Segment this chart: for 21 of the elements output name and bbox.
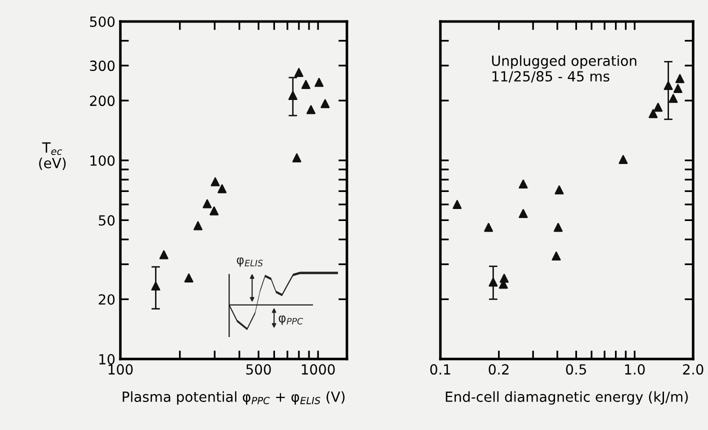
y-tick-label: 50 (98, 215, 115, 226)
x-axis-title: Plasma potential φ$_{PPC}$ + φ$_{ELIS}$ (V) (122, 391, 345, 405)
x-tick-label: 0.2 (488, 364, 509, 375)
y-tick-label: 300 (90, 60, 115, 72)
x-tick-label: 1.0 (625, 364, 645, 375)
annotation: Unplugged operation 11/25/85 - 45 ms (492, 55, 636, 83)
x-tick-label: 500 (246, 364, 271, 375)
x-tick-label: 0.5 (566, 364, 586, 375)
y-tick-label: 500 (90, 16, 115, 27)
y-tick-label: 20 (98, 294, 115, 305)
x-tick-label: 1000 (302, 364, 335, 375)
x-tick-label: 100 (108, 364, 133, 375)
x-tick-label: 2.0 (683, 364, 704, 375)
y-axis-title: T$_{ec}$ (eV) (39, 142, 66, 170)
annotation: φ$_{PPC}$ (278, 315, 304, 325)
annotation: φ$_{ELIS}$ (236, 257, 263, 267)
x-axis-title: End-cell diamagnetic energy (kJ/m) (446, 391, 688, 405)
y-tick-label: 100 (90, 155, 115, 166)
x-tick-label: 0.1 (430, 364, 450, 375)
y-tick-label: 200 (90, 96, 115, 106)
y-tick-label: 10 (99, 354, 115, 365)
